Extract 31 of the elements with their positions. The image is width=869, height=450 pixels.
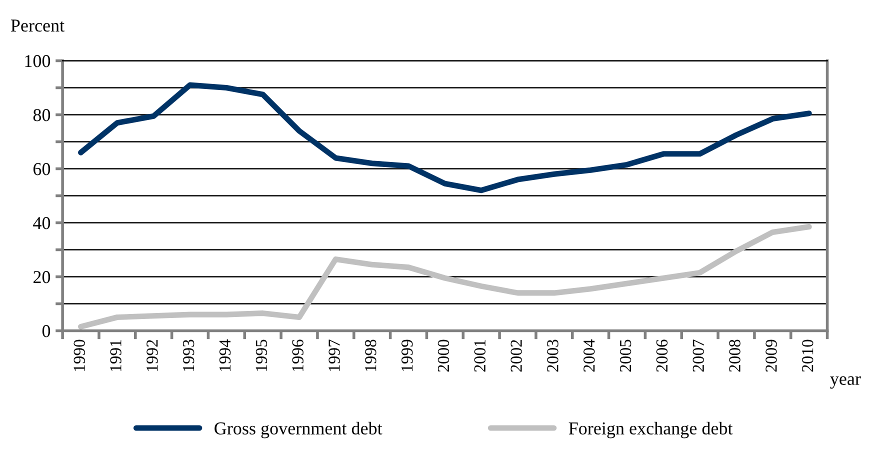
x-tick-label: 1998 — [365, 340, 376, 371]
x-tick-label: 2004 — [584, 339, 595, 372]
x-tick-label: 1996 — [292, 340, 304, 371]
y-axis-title: Percent — [10, 20, 64, 32]
y-tick-label: 100 — [25, 55, 50, 68]
x-tick-label: 2010 — [802, 340, 814, 372]
y-tick-label: 60 — [33, 163, 50, 176]
x-tick-label: 2005 — [620, 340, 632, 372]
x-tick-label: 2003 — [547, 340, 558, 372]
x-tick-label: 2008 — [729, 340, 740, 372]
x-tick-label: 2002 — [510, 340, 522, 372]
x-tick-label: 2009 — [766, 340, 777, 372]
legend-label: Foreign exchange debt — [568, 422, 733, 438]
y-tick-label: 80 — [33, 109, 50, 122]
y-tick-label: 20 — [34, 271, 50, 284]
x-tick-label: 1997 — [328, 340, 340, 371]
x-tick-label: 1995 — [256, 340, 268, 371]
x-tick-label: 2001 — [474, 340, 486, 372]
x-tick-label: 2007 — [692, 340, 704, 372]
x-axis-title: year — [830, 376, 861, 389]
x-tick-label: 1999 — [401, 340, 413, 371]
legend-label: Gross government debt — [214, 422, 382, 438]
x-tick-label: 2006 — [656, 340, 668, 372]
x-tick-label: 1991 — [110, 340, 122, 371]
x-tick-label: 2000 — [438, 340, 450, 372]
y-tick-label: 40 — [33, 217, 50, 230]
y-tick-label: 0 — [42, 325, 50, 338]
x-tick-label: 1993 — [182, 340, 194, 371]
x-tick-label: 1992 — [146, 340, 158, 371]
x-tick-label: 1990 — [74, 340, 85, 371]
x-tick-label: 1994 — [219, 339, 231, 371]
